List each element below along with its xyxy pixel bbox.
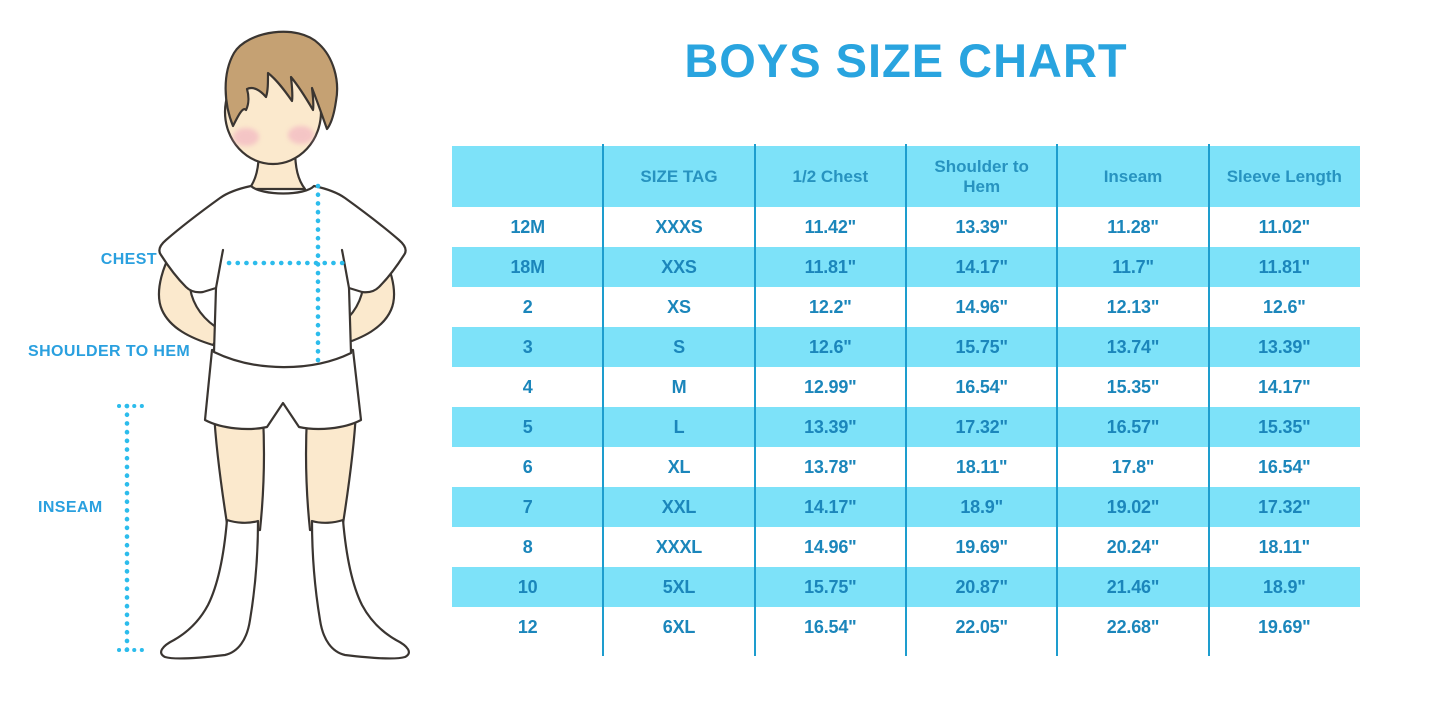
boy-shirt-seam-left <box>214 248 225 290</box>
column-divider <box>1056 144 1059 656</box>
boy-right-leg <box>304 410 358 532</box>
size-row-label: 3 <box>452 327 604 367</box>
size-value-cell: 13.39" <box>754 407 906 447</box>
size-table: SIZE TAG 1/2 Chest Shoulder to Hem Inseam Sl… <box>452 144 1360 656</box>
boy-right-sock <box>310 518 410 660</box>
size-value-cell: 20.87" <box>905 567 1058 607</box>
size-row-label: 7 <box>452 487 604 527</box>
size-value-cell: 17.32" <box>905 407 1058 447</box>
size-value-cell: 13.39" <box>905 207 1058 247</box>
col-header: Shoulder to Hem <box>905 146 1058 207</box>
size-value-cell: 18.9" <box>905 487 1058 527</box>
page-title: BOYS SIZE CHART <box>684 34 1128 87</box>
size-value-cell: XXS <box>603 247 755 287</box>
size-value-cell: 21.46" <box>1057 567 1209 607</box>
size-row-label: 8 <box>452 527 604 567</box>
size-value-cell: XXL <box>603 487 755 527</box>
size-value-cell: 17.32" <box>1208 487 1360 527</box>
size-value-cell: 6XL <box>603 607 755 647</box>
size-value-cell: 15.35" <box>1208 407 1360 447</box>
col-header-blank <box>452 146 604 207</box>
size-value-cell: XL <box>603 447 755 487</box>
size-value-cell: 16.54" <box>905 367 1058 407</box>
column-divider <box>1207 144 1210 656</box>
size-value-cell: 16.57" <box>1057 407 1209 447</box>
size-value-cell: 18.11" <box>1208 527 1360 567</box>
size-value-cell: 11.02" <box>1208 207 1360 247</box>
size-value-cell: XXXL <box>603 527 755 567</box>
shoulder-to-hem-label: SHOULDER TO HEM <box>28 343 191 360</box>
size-value-cell: 17.8" <box>1057 447 1209 487</box>
size-value-cell: XXXS <box>603 207 755 247</box>
boy-shirt <box>158 184 407 369</box>
size-value-cell: 12.2" <box>754 287 906 327</box>
size-value-cell: 22.68" <box>1057 607 1209 647</box>
size-value-cell: 15.35" <box>1057 367 1209 407</box>
size-value-cell: 11.28" <box>1057 207 1209 247</box>
boy-blush-right <box>288 126 314 144</box>
size-value-cell: 16.54" <box>1208 447 1360 487</box>
column-divider <box>753 144 756 656</box>
size-value-cell: L <box>603 407 755 447</box>
boy-measurement-figure <box>117 30 410 660</box>
column-divider <box>905 144 907 656</box>
size-value-cell: 11.42" <box>754 207 906 247</box>
boy-blush-left <box>233 128 259 146</box>
size-value-cell: 19.69" <box>1208 607 1360 647</box>
size-value-cell: 12.6" <box>1208 287 1360 327</box>
size-row-label: 6 <box>452 447 604 487</box>
size-row-label: 4 <box>452 367 604 407</box>
boy-left-sock <box>160 518 260 660</box>
size-value-cell: 14.17" <box>905 247 1058 287</box>
size-row-label: 2 <box>452 287 604 327</box>
size-value-cell: 22.05" <box>905 607 1058 647</box>
size-value-cell: 11.81" <box>754 247 906 287</box>
boy-left-leg <box>212 410 266 532</box>
size-value-cell: 11.81" <box>1208 247 1360 287</box>
size-value-cell: 14.96" <box>754 527 906 567</box>
size-row-label: 18M <box>452 247 604 287</box>
size-value-cell: S <box>603 327 755 367</box>
size-value-cell: 19.02" <box>1057 487 1209 527</box>
col-header: 1/2 Chest <box>754 146 906 207</box>
size-row-label: 10 <box>452 567 604 607</box>
size-value-cell: 13.74" <box>1057 327 1209 367</box>
size-value-cell: 13.78" <box>754 447 906 487</box>
size-value-cell: 14.17" <box>754 487 906 527</box>
size-value-cell: 12.99" <box>754 367 906 407</box>
size-row-label: 5 <box>452 407 604 447</box>
size-value-cell: 15.75" <box>754 567 906 607</box>
inseam-label: INSEAM <box>38 499 103 516</box>
size-value-cell: 20.24" <box>1057 527 1209 567</box>
boy-hair <box>224 30 339 131</box>
boy-shorts <box>203 348 363 431</box>
size-value-cell: 12.6" <box>754 327 906 367</box>
col-header: SIZE TAG <box>603 146 755 207</box>
size-value-cell: XS <box>603 287 755 327</box>
size-value-cell: M <box>603 367 755 407</box>
col-header: Sleeve Length <box>1208 146 1360 207</box>
chest-label: CHEST <box>100 251 157 268</box>
size-value-cell: 15.75" <box>905 327 1058 367</box>
size-value-cell: 16.54" <box>754 607 906 647</box>
size-row-label: 12M <box>452 207 604 247</box>
size-value-cell: 18.11" <box>905 447 1058 487</box>
size-value-cell: 13.39" <box>1208 327 1360 367</box>
size-value-cell: 12.13" <box>1057 287 1209 327</box>
size-value-cell: 5XL <box>603 567 755 607</box>
size-value-cell: 11.7" <box>1057 247 1209 287</box>
size-value-cell: 18.9" <box>1208 567 1360 607</box>
size-value-cell: 19.69" <box>905 527 1058 567</box>
column-divider <box>602 144 605 656</box>
col-header: Inseam <box>1057 146 1209 207</box>
size-row-label: 12 <box>452 607 604 647</box>
size-value-cell: 14.17" <box>1208 367 1360 407</box>
size-value-cell: 14.96" <box>905 287 1058 327</box>
boy-shirt-seam-right <box>340 248 351 290</box>
